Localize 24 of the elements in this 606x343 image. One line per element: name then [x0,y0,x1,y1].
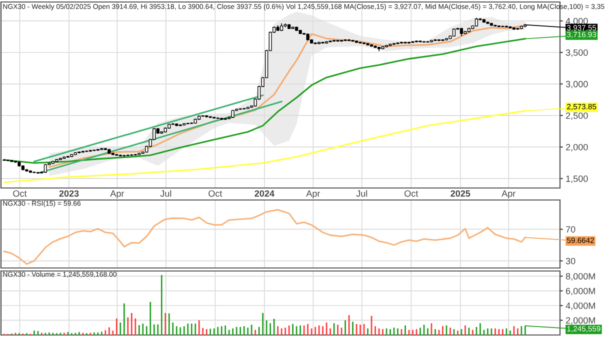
x-tick-label: Oct [13,190,27,197]
y-tick-label: 30 [566,258,576,264]
y-tick-label: 2,000 [566,144,588,152]
x-tick-label: Jul [160,190,172,197]
y-tick-label: 2,500 [566,112,588,120]
x-tick-label: Apr [306,190,320,198]
x-tick-label: 2023 [59,190,79,197]
x-tick-label: 2025 [450,190,470,197]
line-series [3,208,526,265]
y-tick-label: 1,500 [566,176,588,183]
x-tick-label: Oct [208,190,222,197]
x-tick-label: Apr [110,190,124,198]
x-tick-label: Apr [502,190,516,198]
y-tick-label: 3,500 [566,49,588,57]
y-tick-label: 2,000M [566,317,595,325]
line-series [3,110,526,184]
y-tick-label: 6,000M [566,288,595,296]
x-tick-label: 2024 [254,190,274,197]
y-tick-label: 70 [566,226,576,233]
y-tick-label: 4,000M [566,302,595,310]
x-tick-label: Oct [404,190,418,197]
y-tick-label: 8,000M [566,273,595,281]
x-tick-label: Jul [356,190,368,197]
y-tick-label: 3,000 [566,80,588,88]
